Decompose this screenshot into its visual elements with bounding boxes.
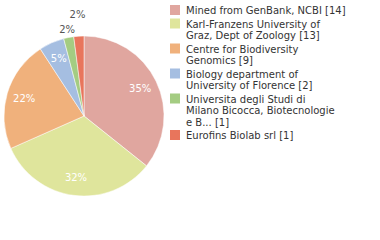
chart-root: 35% 32% 22% 5% 2% 2% Mined from GenBank, NCBI … [0,0,380,240]
legend-label: Biology department ofUniversity of Flore… [186,69,313,92]
slices [4,36,164,196]
pie-slice [64,37,84,116]
data-label: 35% [129,83,151,94]
legend: Mined from GenBank, NCBI [14] Karl-Franze… [170,5,346,141]
legend-swatch [170,94,180,104]
pie-slice [74,36,84,116]
legend-label: Centre for BiodiversityGenomics [9] [186,44,299,67]
data-label: 5% [51,53,67,64]
legend-label: Universita degli Studi diMilano Bicocca,… [186,94,335,128]
data-label: 2% [59,24,75,35]
legend-swatch [170,19,180,29]
data-labels: 35% 32% 22% 5% 2% 2% [13,9,151,184]
legend-label: Karl-Franzens University ofGraz, Dept of… [186,19,320,42]
chart-svg: 35% 32% 22% 5% 2% 2% Mined from GenBank, NCBI … [0,0,380,240]
data-label: 32% [65,172,87,183]
legend-swatch [170,130,180,140]
legend-swatch [170,5,180,15]
data-label: 22% [13,93,35,104]
data-label: 2% [70,9,86,20]
legend-swatch [170,69,180,79]
legend-label: Mined from GenBank, NCBI [14] [186,5,346,16]
legend-label: Eurofins Biolab srl [1] [186,130,293,141]
legend-swatch [170,44,180,54]
